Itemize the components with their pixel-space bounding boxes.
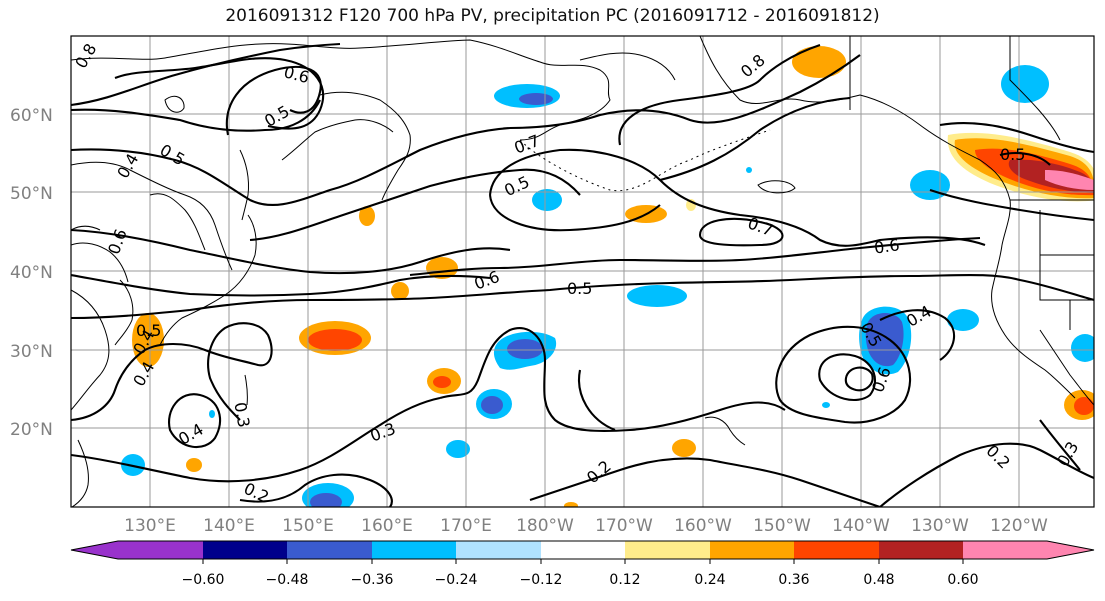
colorbar-segment [456,541,541,559]
colorbar-extend-right [1047,541,1094,559]
colorbar-tick-label: −0.24 [435,572,478,588]
colorbar-tick-label: 0.24 [694,572,725,588]
colorbar-tick-label: −0.48 [266,572,309,588]
latitude-labels: 60°N 50°N 40°N 30°N 20°N [10,106,53,440]
longitude-labels: 130°E 140°E 150°E 160°E 170°E 180°W 170°… [124,516,1048,536]
colorbar-segment [541,541,625,559]
colorbar-tick-label: −0.36 [351,572,394,588]
lon-label: 120°W [990,516,1048,536]
colorbar-segment [879,541,963,559]
colorbar-tick-label: 0.48 [863,572,894,588]
svg-text:0.5: 0.5 [567,279,592,298]
colorbar-segment [625,541,710,559]
svg-text:0.3: 0.3 [230,401,253,429]
lon-label: 170°W [595,516,653,536]
lon-label: 150°E [282,516,334,536]
lat-label: 30°N [10,342,53,362]
coastlines [71,36,1094,507]
lon-label: 130°W [911,516,969,536]
svg-text:0.5: 0.5 [136,321,161,340]
lon-label: 140°E [203,516,255,536]
colorbar-segment [203,541,287,559]
lon-label: 150°W [753,516,811,536]
colorbar-segment [963,541,1047,559]
lon-label: 140°W [832,516,890,536]
lat-label: 60°N [10,106,53,126]
graticule [71,36,1094,507]
map-title: 2016091312 F120 700 hPa PV, precipitatio… [225,6,880,26]
colorbar-segment [710,541,794,559]
lon-label: 130°E [124,516,176,536]
lon-label: 160°E [361,516,413,536]
colorbar-extend-left [71,541,118,559]
colorbar-tick-label: −0.60 [182,572,225,588]
colorbar-segment [372,541,456,559]
colorbar-tick-label: −0.12 [520,572,563,588]
colorbar-segment [287,541,372,559]
colorbar-tick-label: 0.36 [778,572,809,588]
lat-label: 40°N [10,263,53,283]
pv-contours [71,42,1094,507]
colorbar-tick-label: 0.12 [609,572,640,588]
lat-label: 50°N [10,184,53,204]
lon-label: 170°E [440,516,492,536]
colorbar-segment [794,541,879,559]
svg-text:0.6: 0.6 [873,235,901,257]
colorbar: −0.60 −0.48 −0.36 −0.24 −0.12 0.12 0.24 … [70,540,1095,588]
lat-label: 20°N [10,420,53,440]
colorbar-tick-label: 0.60 [947,572,978,588]
lon-label: 160°W [674,516,732,536]
lon-label: 180°W [516,516,574,536]
svg-text:0.5: 0.5 [1000,145,1025,164]
map-frame [70,35,1095,508]
colorbar-segment [118,541,203,559]
